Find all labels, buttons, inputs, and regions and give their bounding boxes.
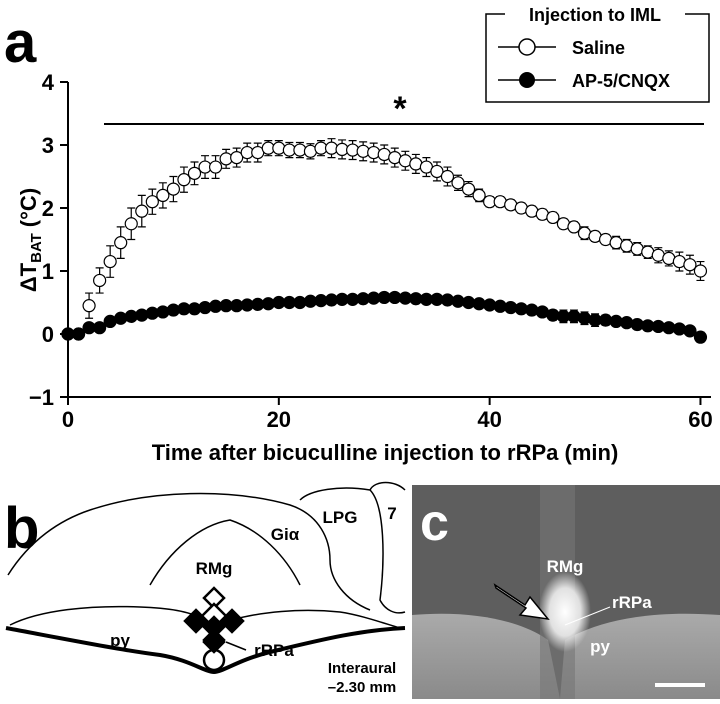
x-tick-label: 20 xyxy=(267,407,291,432)
panel-label: b xyxy=(4,496,39,561)
data-point xyxy=(103,254,117,269)
data-point xyxy=(114,236,128,250)
y-tick-label: 0 xyxy=(42,322,54,347)
data-point xyxy=(683,258,697,272)
data-point xyxy=(71,327,86,341)
data-point xyxy=(156,188,170,202)
level-label: Interaural xyxy=(328,660,396,677)
legend-title-bg xyxy=(505,4,685,24)
x-tick-label: 0 xyxy=(62,407,74,432)
data-point xyxy=(683,324,697,338)
y-tick-label: 1 xyxy=(42,259,54,284)
data-point xyxy=(430,164,444,179)
data-point xyxy=(93,321,107,335)
data-point xyxy=(461,182,476,196)
y-tick-label: 4 xyxy=(42,70,55,95)
legend-label: AP-5/CNQX xyxy=(572,71,670,91)
data-point xyxy=(672,322,686,336)
leader-line xyxy=(225,641,247,651)
data-point xyxy=(187,166,202,180)
data-point xyxy=(567,309,581,323)
region-label: LPG xyxy=(323,508,358,527)
level-value: –2.30 mm xyxy=(328,679,396,696)
ventral-surface xyxy=(5,626,406,675)
legend-marker xyxy=(519,72,535,88)
legend-box xyxy=(485,13,710,103)
photo-label: rRPa xyxy=(612,593,652,612)
data-point xyxy=(693,330,708,344)
data-point xyxy=(451,176,465,190)
x-axis-title: Time after bicuculline injection to rRPa… xyxy=(152,440,619,465)
data-point xyxy=(166,182,181,196)
legend-label: Saline xyxy=(572,38,625,58)
micrograph xyxy=(412,485,720,699)
legend-marker xyxy=(518,38,536,56)
leader-line xyxy=(564,606,611,626)
data-point xyxy=(230,151,244,165)
y-axis-title: ΔTBAT (°C) xyxy=(16,188,45,292)
data-point xyxy=(82,299,96,313)
x-tick-label: 40 xyxy=(477,407,501,432)
data-point xyxy=(693,264,708,278)
data-point xyxy=(145,195,159,209)
photo-label: py xyxy=(590,637,610,656)
y-tick-label: −1 xyxy=(29,385,54,410)
data-point xyxy=(156,305,170,319)
panel-label: a xyxy=(4,10,37,75)
data-point xyxy=(577,311,592,325)
data-point xyxy=(135,308,149,322)
y-title-sub: BAT xyxy=(28,233,45,263)
region-label: 7 xyxy=(387,504,396,523)
data-point xyxy=(124,217,138,231)
y-tick-label: 2 xyxy=(42,196,54,221)
photo-label: RMg xyxy=(547,557,584,576)
region-label: rRPa xyxy=(254,641,294,660)
y-title-unit: (°C) xyxy=(16,188,41,227)
data-point xyxy=(93,273,107,288)
data-point xyxy=(272,141,286,155)
data-point xyxy=(525,303,539,317)
region-label: Giα xyxy=(271,525,300,544)
y-title-main: ΔT xyxy=(16,262,41,292)
x-tick-label: 60 xyxy=(688,407,712,432)
data-point xyxy=(546,210,560,225)
y-tick-label: 3 xyxy=(42,133,54,158)
panel-label: c xyxy=(420,494,449,552)
data-point xyxy=(114,311,128,325)
data-point xyxy=(620,316,634,330)
data-point xyxy=(135,204,149,218)
data-point xyxy=(472,188,486,202)
data-point xyxy=(440,169,455,184)
data-point xyxy=(208,160,223,174)
region-label: RMg xyxy=(196,559,233,578)
data-point xyxy=(567,220,581,234)
data-point xyxy=(367,145,381,160)
injection-sites xyxy=(183,586,245,672)
legend-title: Injection to IML xyxy=(529,5,661,25)
significance-mark: * xyxy=(393,90,407,128)
brain-outline xyxy=(7,481,406,629)
arrow xyxy=(493,583,550,621)
data-point xyxy=(177,173,191,187)
region-label: py xyxy=(110,631,130,650)
